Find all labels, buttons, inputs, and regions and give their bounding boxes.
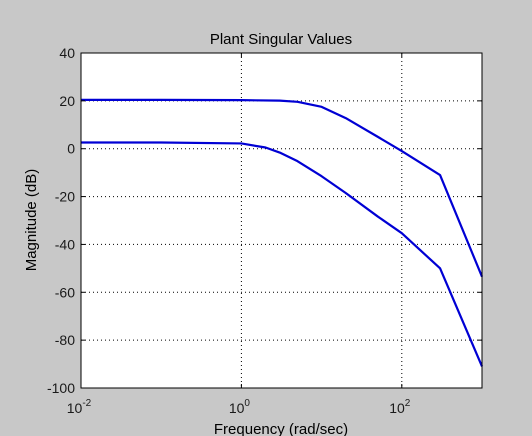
plot-frame bbox=[80, 52, 483, 389]
y-axis-label: Magnitude (dB) bbox=[23, 169, 40, 272]
chart-title: Plant Singular Values bbox=[210, 31, 352, 48]
y-tick-label: -20 bbox=[55, 189, 75, 205]
x-axis-label: Frequency (rad/sec) bbox=[214, 421, 348, 436]
series-line-2 bbox=[81, 141, 484, 367]
tick-marks bbox=[80, 52, 482, 389]
y-tick-label: -100 bbox=[47, 380, 75, 396]
series-layer bbox=[81, 98, 484, 367]
y-tick-label: 20 bbox=[59, 93, 75, 109]
x-tick-label: 102 bbox=[389, 398, 411, 416]
x-tick-labels: 10-2 100 102 bbox=[67, 398, 411, 416]
series-line-1 bbox=[81, 98, 484, 278]
y-tick-label: 40 bbox=[59, 45, 75, 61]
y-tick-labels: 40 20 0 -20 -40 -60 -80 -100 bbox=[47, 45, 75, 396]
y-tick-label: 0 bbox=[67, 141, 75, 157]
plot-area bbox=[81, 53, 482, 388]
x-tick-label: 10-2 bbox=[67, 398, 92, 416]
y-tick-label: -80 bbox=[55, 332, 75, 348]
y-tick-label: -60 bbox=[55, 284, 75, 300]
y-tick-label: -40 bbox=[55, 236, 75, 252]
x-tick-label: 100 bbox=[229, 398, 251, 416]
